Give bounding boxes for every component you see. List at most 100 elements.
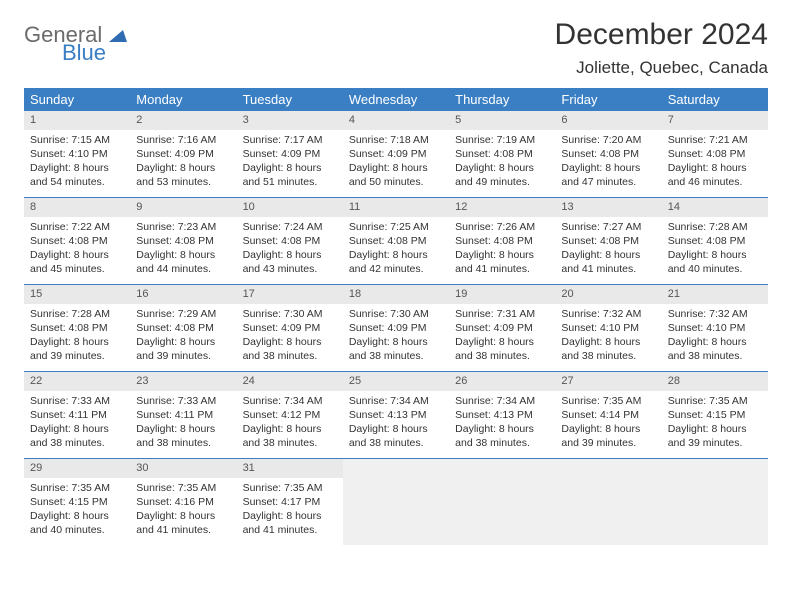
calendar-cell: 8Sunrise: 7:22 AMSunset: 4:08 PMDaylight… — [24, 198, 130, 284]
sunset-text: Sunset: 4:15 PM — [668, 408, 762, 422]
weekday-label: Thursday — [449, 88, 555, 111]
day-number: 31 — [237, 459, 343, 478]
sunset-text: Sunset: 4:09 PM — [455, 321, 549, 335]
day-number: 30 — [130, 459, 236, 478]
sunrise-text: Sunrise: 7:35 AM — [136, 481, 230, 495]
sunrise-text: Sunrise: 7:22 AM — [30, 220, 124, 234]
daylight-text: Daylight: 8 hours — [668, 161, 762, 175]
daylight-text: and 41 minutes. — [561, 262, 655, 276]
sunrise-text: Sunrise: 7:23 AM — [136, 220, 230, 234]
daylight-text: and 38 minutes. — [30, 436, 124, 450]
sunset-text: Sunset: 4:08 PM — [136, 234, 230, 248]
calendar-cell-empty — [343, 459, 449, 545]
calendar-cell: 14Sunrise: 7:28 AMSunset: 4:08 PMDayligh… — [662, 198, 768, 284]
sunset-text: Sunset: 4:13 PM — [455, 408, 549, 422]
day-number: 29 — [24, 459, 130, 478]
daylight-text: and 39 minutes. — [136, 349, 230, 363]
day-number: 28 — [662, 372, 768, 391]
daylight-text: and 40 minutes. — [668, 262, 762, 276]
day-details: Sunrise: 7:27 AMSunset: 4:08 PMDaylight:… — [555, 217, 661, 281]
daylight-text: Daylight: 8 hours — [561, 161, 655, 175]
day-number: 23 — [130, 372, 236, 391]
sunset-text: Sunset: 4:13 PM — [349, 408, 443, 422]
sunset-text: Sunset: 4:08 PM — [668, 147, 762, 161]
calendar-cell: 23Sunrise: 7:33 AMSunset: 4:11 PMDayligh… — [130, 372, 236, 458]
sunrise-text: Sunrise: 7:21 AM — [668, 133, 762, 147]
daylight-text: and 49 minutes. — [455, 175, 549, 189]
sunset-text: Sunset: 4:11 PM — [136, 408, 230, 422]
day-number: 4 — [343, 111, 449, 130]
day-details: Sunrise: 7:31 AMSunset: 4:09 PMDaylight:… — [449, 304, 555, 368]
calendar-cell: 2Sunrise: 7:16 AMSunset: 4:09 PMDaylight… — [130, 111, 236, 197]
day-details: Sunrise: 7:21 AMSunset: 4:08 PMDaylight:… — [662, 130, 768, 194]
daylight-text: Daylight: 8 hours — [30, 509, 124, 523]
sunrise-text: Sunrise: 7:30 AM — [349, 307, 443, 321]
day-details: Sunrise: 7:20 AMSunset: 4:08 PMDaylight:… — [555, 130, 661, 194]
sunrise-text: Sunrise: 7:33 AM — [136, 394, 230, 408]
daylight-text: and 38 minutes. — [668, 349, 762, 363]
calendar-cell: 1Sunrise: 7:15 AMSunset: 4:10 PMDaylight… — [24, 111, 130, 197]
daylight-text: and 38 minutes. — [561, 349, 655, 363]
calendar-cell: 6Sunrise: 7:20 AMSunset: 4:08 PMDaylight… — [555, 111, 661, 197]
daylight-text: and 41 minutes. — [136, 523, 230, 537]
sunset-text: Sunset: 4:08 PM — [349, 234, 443, 248]
weekday-label: Wednesday — [343, 88, 449, 111]
sunrise-text: Sunrise: 7:19 AM — [455, 133, 549, 147]
daylight-text: Daylight: 8 hours — [136, 248, 230, 262]
daylight-text: and 54 minutes. — [30, 175, 124, 189]
sunset-text: Sunset: 4:08 PM — [30, 321, 124, 335]
day-details: Sunrise: 7:24 AMSunset: 4:08 PMDaylight:… — [237, 217, 343, 281]
sunset-text: Sunset: 4:17 PM — [243, 495, 337, 509]
day-number: 11 — [343, 198, 449, 217]
daylight-text: Daylight: 8 hours — [349, 335, 443, 349]
daylight-text: Daylight: 8 hours — [243, 509, 337, 523]
day-details: Sunrise: 7:35 AMSunset: 4:15 PMDaylight:… — [24, 478, 130, 542]
calendar-cell: 13Sunrise: 7:27 AMSunset: 4:08 PMDayligh… — [555, 198, 661, 284]
daylight-text: Daylight: 8 hours — [561, 335, 655, 349]
calendar-cell: 9Sunrise: 7:23 AMSunset: 4:08 PMDaylight… — [130, 198, 236, 284]
sunset-text: Sunset: 4:08 PM — [561, 234, 655, 248]
sunset-text: Sunset: 4:14 PM — [561, 408, 655, 422]
logo: General Blue — [24, 18, 127, 64]
title-block: December 2024 Joliette, Quebec, Canada — [555, 18, 768, 78]
day-number: 24 — [237, 372, 343, 391]
daylight-text: Daylight: 8 hours — [561, 248, 655, 262]
day-details: Sunrise: 7:34 AMSunset: 4:12 PMDaylight:… — [237, 391, 343, 455]
sunrise-text: Sunrise: 7:34 AM — [349, 394, 443, 408]
day-number: 22 — [24, 372, 130, 391]
daylight-text: Daylight: 8 hours — [30, 161, 124, 175]
calendar-week: 1Sunrise: 7:15 AMSunset: 4:10 PMDaylight… — [24, 111, 768, 198]
day-number: 26 — [449, 372, 555, 391]
weekday-header: SundayMondayTuesdayWednesdayThursdayFrid… — [24, 88, 768, 111]
daylight-text: and 50 minutes. — [349, 175, 443, 189]
day-details: Sunrise: 7:33 AMSunset: 4:11 PMDaylight:… — [24, 391, 130, 455]
calendar-cell: 15Sunrise: 7:28 AMSunset: 4:08 PMDayligh… — [24, 285, 130, 371]
daylight-text: and 38 minutes. — [243, 436, 337, 450]
sunrise-text: Sunrise: 7:25 AM — [349, 220, 443, 234]
day-details: Sunrise: 7:33 AMSunset: 4:11 PMDaylight:… — [130, 391, 236, 455]
day-details: Sunrise: 7:28 AMSunset: 4:08 PMDaylight:… — [662, 217, 768, 281]
sunset-text: Sunset: 4:10 PM — [30, 147, 124, 161]
daylight-text: and 38 minutes. — [243, 349, 337, 363]
daylight-text: and 43 minutes. — [243, 262, 337, 276]
day-details: Sunrise: 7:22 AMSunset: 4:08 PMDaylight:… — [24, 217, 130, 281]
daylight-text: Daylight: 8 hours — [455, 248, 549, 262]
day-number: 17 — [237, 285, 343, 304]
calendar-cell: 4Sunrise: 7:18 AMSunset: 4:09 PMDaylight… — [343, 111, 449, 197]
calendar-cell: 3Sunrise: 7:17 AMSunset: 4:09 PMDaylight… — [237, 111, 343, 197]
page-title: December 2024 — [555, 18, 768, 52]
daylight-text: Daylight: 8 hours — [243, 161, 337, 175]
daylight-text: Daylight: 8 hours — [455, 335, 549, 349]
day-number: 21 — [662, 285, 768, 304]
daylight-text: Daylight: 8 hours — [668, 248, 762, 262]
day-number: 25 — [343, 372, 449, 391]
sunrise-text: Sunrise: 7:18 AM — [349, 133, 443, 147]
sunset-text: Sunset: 4:09 PM — [349, 147, 443, 161]
day-number: 2 — [130, 111, 236, 130]
calendar-cell: 11Sunrise: 7:25 AMSunset: 4:08 PMDayligh… — [343, 198, 449, 284]
day-number: 5 — [449, 111, 555, 130]
sunset-text: Sunset: 4:08 PM — [668, 234, 762, 248]
day-details: Sunrise: 7:35 AMSunset: 4:16 PMDaylight:… — [130, 478, 236, 542]
sunset-text: Sunset: 4:10 PM — [668, 321, 762, 335]
daylight-text: Daylight: 8 hours — [136, 335, 230, 349]
